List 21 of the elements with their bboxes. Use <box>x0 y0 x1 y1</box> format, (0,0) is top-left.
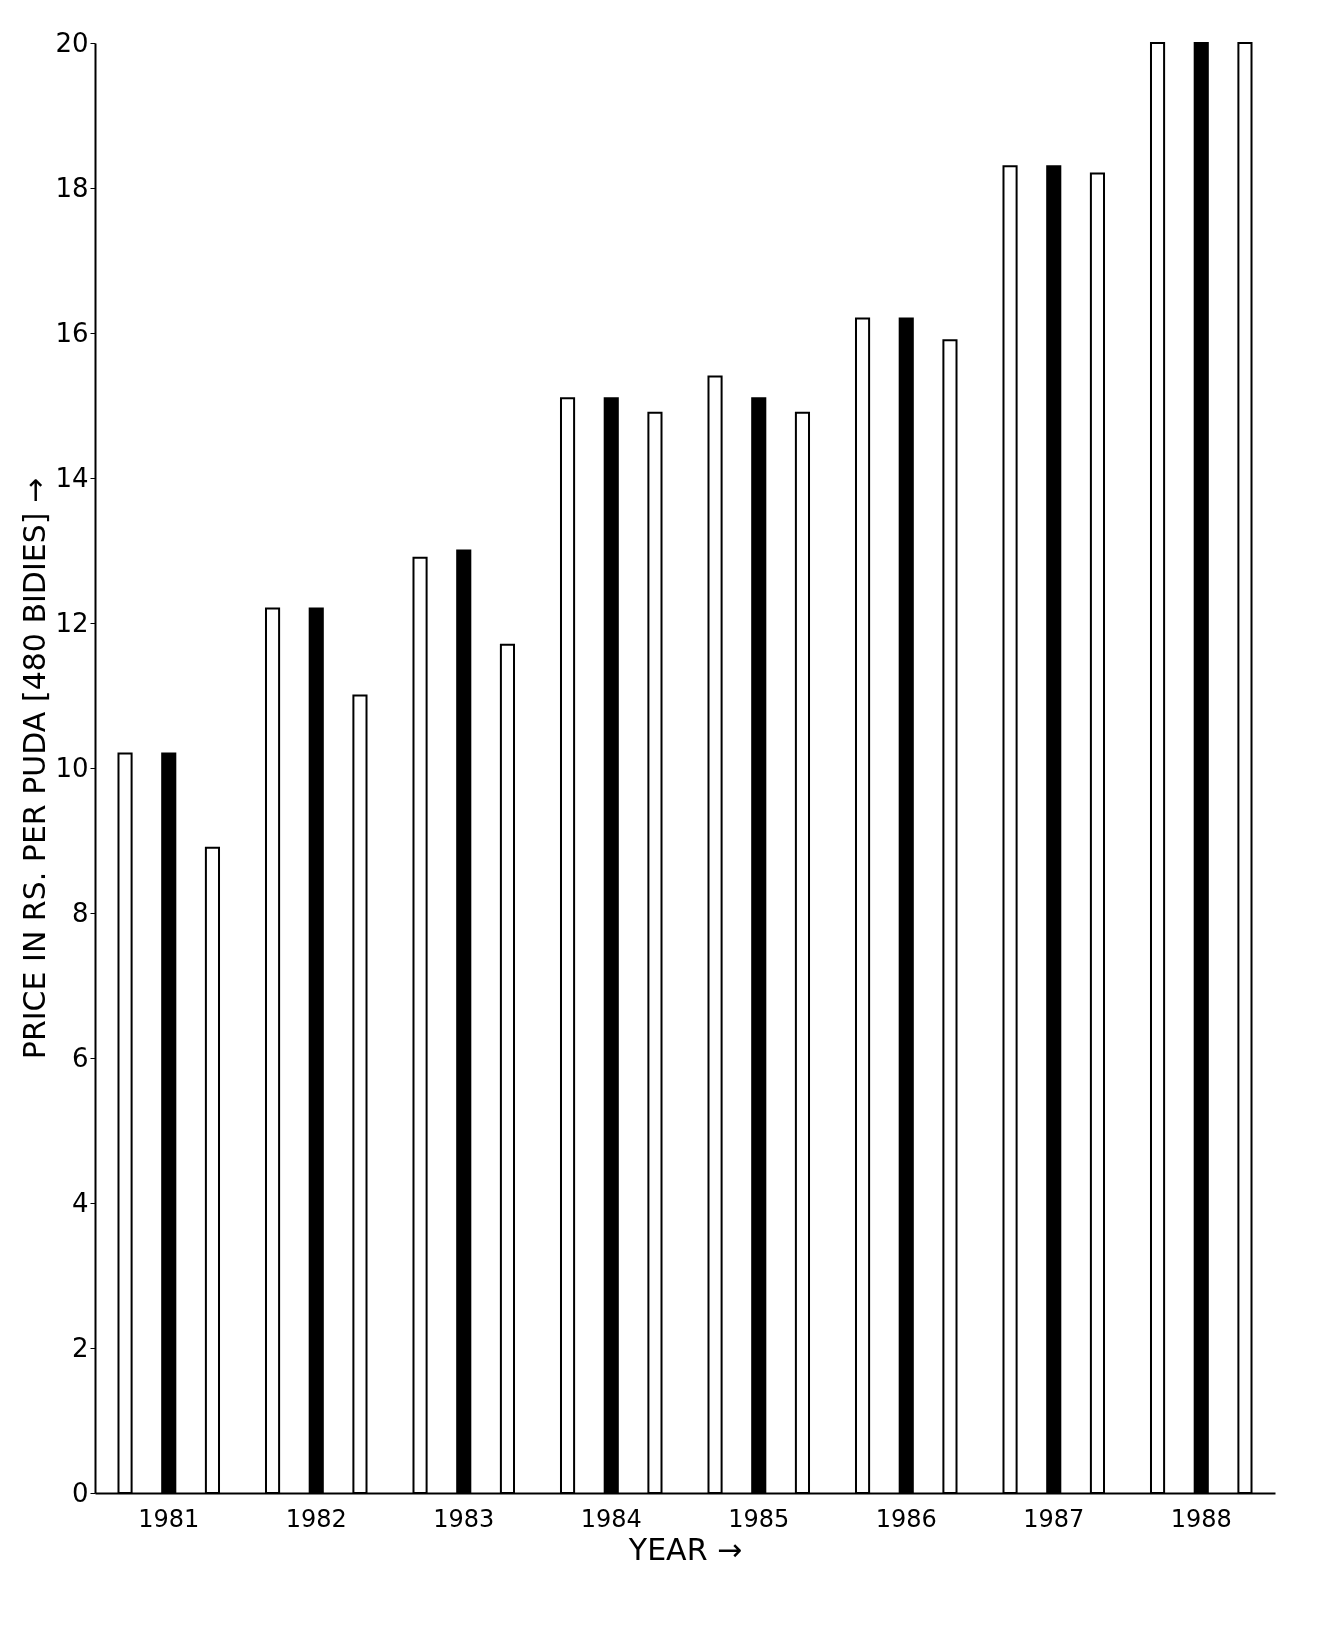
x-tick-label: 1985 <box>728 1504 790 1533</box>
y-tick-label: 8 <box>71 897 89 928</box>
y-tick-label: 18 <box>55 172 89 203</box>
x-tick-label: 1988 <box>1170 1504 1232 1533</box>
y-tick-label: 6 <box>71 1042 89 1073</box>
y-tick-label: 14 <box>55 462 89 493</box>
y-axis-title: PRICE IN RS. PER PUDA [480 BIDIES] → <box>17 477 53 1060</box>
y-tick-label: 12 <box>55 607 89 638</box>
y-tick-label: 0 <box>71 1477 89 1508</box>
x-tick-label: 1986 <box>875 1504 937 1533</box>
y-tick-label: 4 <box>71 1187 89 1218</box>
y-tick-label: 20 <box>55 27 89 58</box>
x-tick-label: 1982 <box>285 1504 347 1533</box>
y-tick-label: 2 <box>71 1332 89 1363</box>
x-tick-label: 1984 <box>580 1504 642 1533</box>
y-tick-label: 10 <box>55 752 89 783</box>
x-tick-label: 1981 <box>138 1504 200 1533</box>
y-tick-label: 16 <box>55 317 89 348</box>
x-axis-title: YEAR → <box>627 1531 743 1567</box>
x-tick-label: 1983 <box>433 1504 495 1533</box>
x-tick-label: 1987 <box>1023 1504 1085 1533</box>
